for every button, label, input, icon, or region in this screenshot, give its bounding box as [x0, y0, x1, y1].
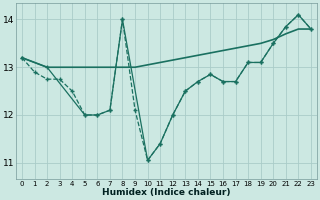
X-axis label: Humidex (Indice chaleur): Humidex (Indice chaleur) — [102, 188, 231, 197]
